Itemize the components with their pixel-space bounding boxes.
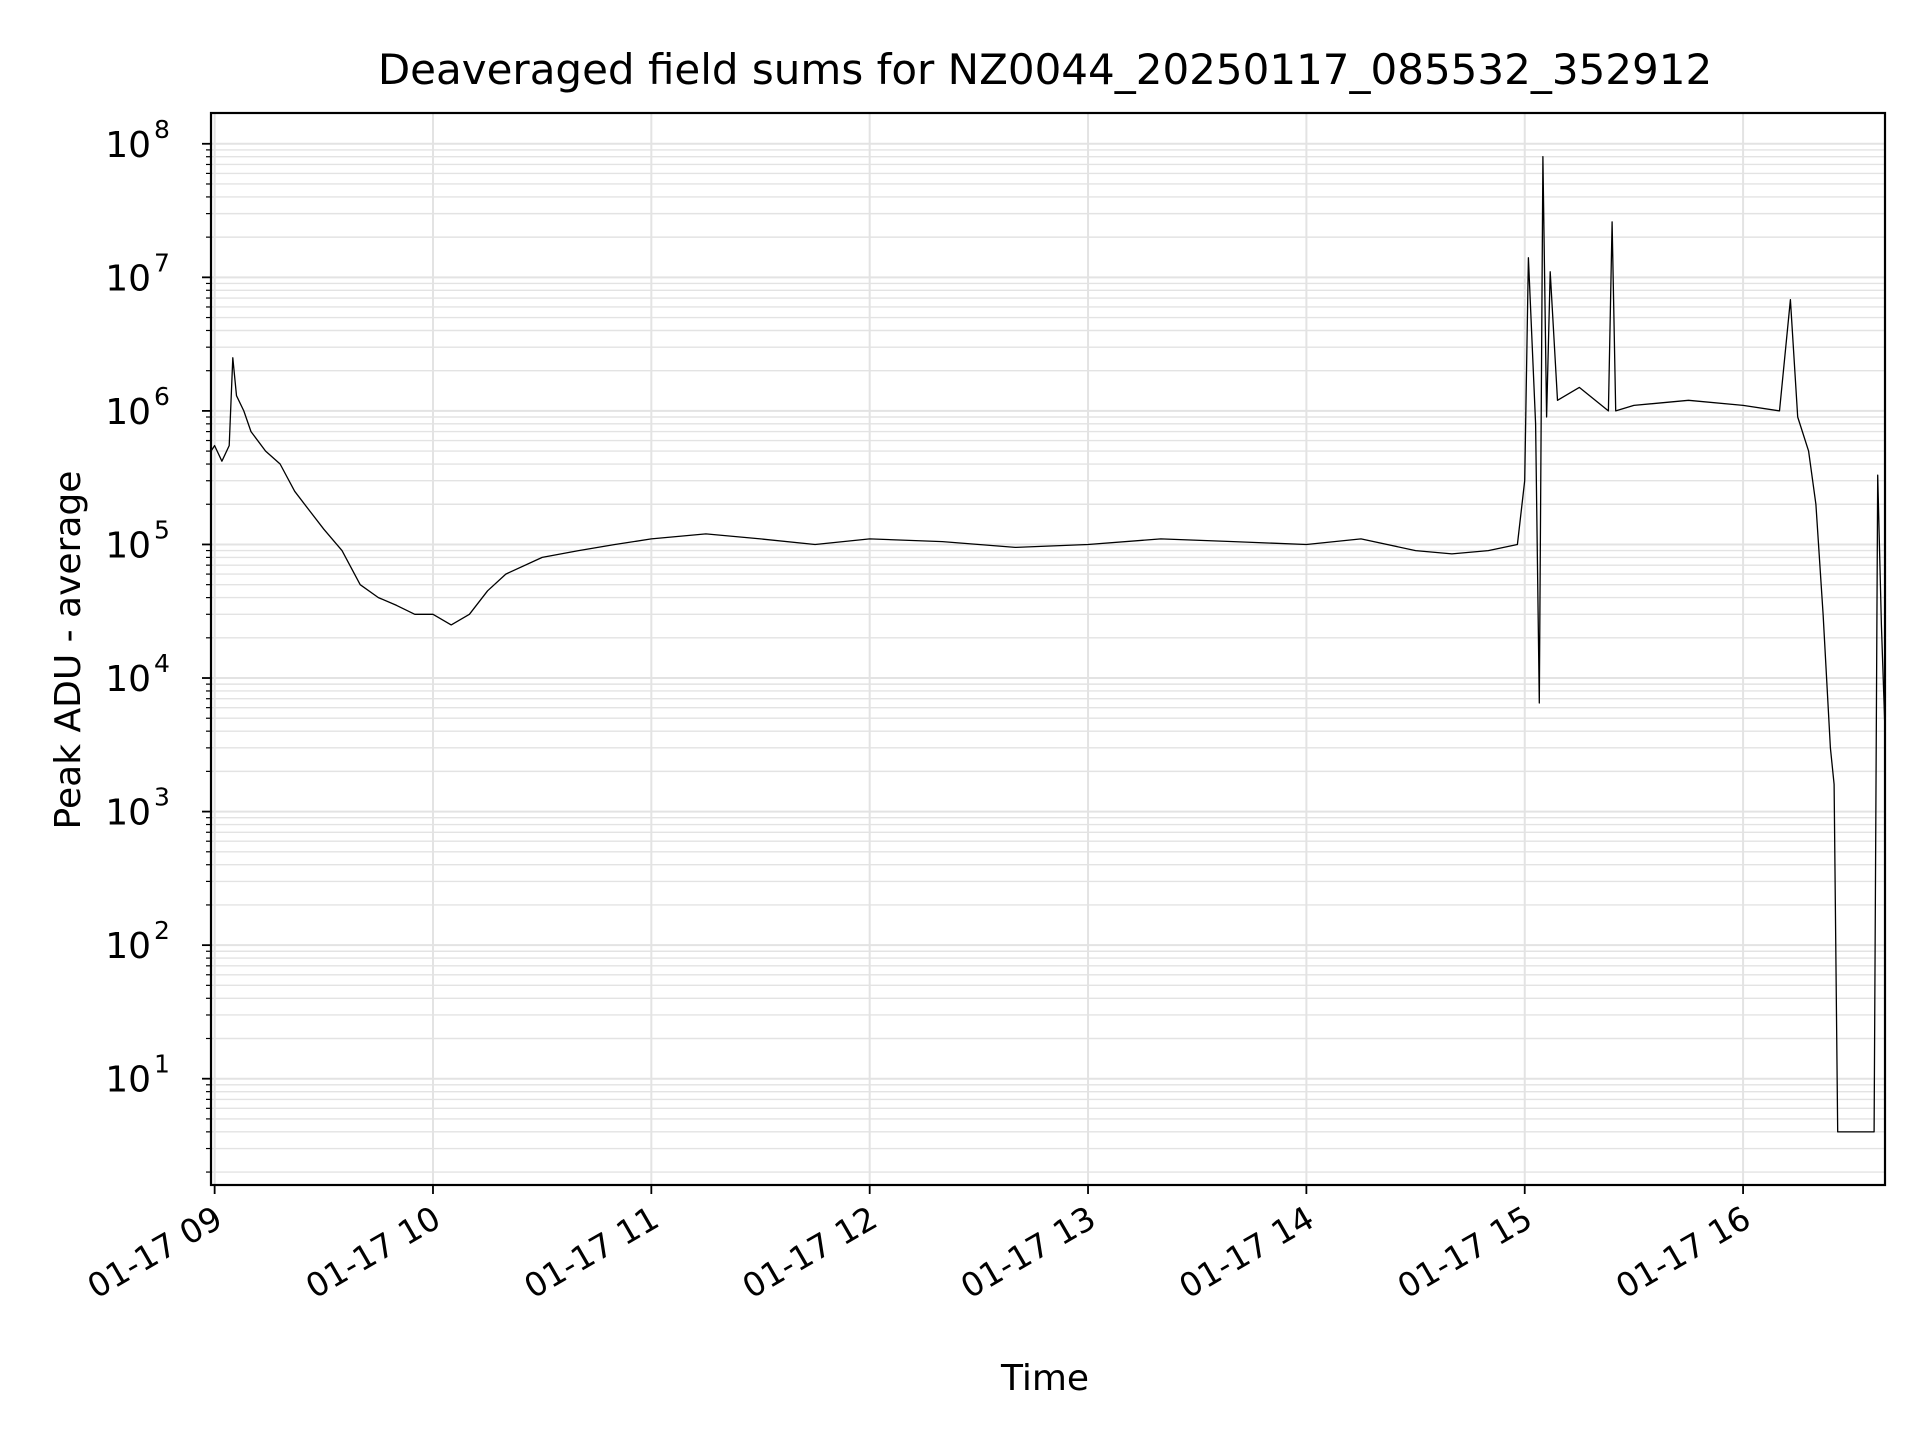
y-tick-exponent: 4 [154, 649, 170, 678]
plot-frame [209, 111, 1887, 1187]
y-tick-label: 10 [105, 1060, 151, 1101]
y-tick-label: 10 [105, 659, 151, 700]
y-tick-label: 10 [105, 392, 151, 433]
y-tick-exponent: 5 [154, 515, 170, 544]
y-tick-exponent: 6 [154, 382, 170, 411]
chart-title: Deaveraged field sums for NZ0044_2025011… [378, 45, 1712, 94]
y-tick-label: 10 [105, 125, 151, 166]
y-tick-exponent: 2 [154, 916, 170, 945]
x-axis-label: Time [1000, 1358, 1089, 1399]
y-tick-label: 10 [105, 793, 151, 834]
series-line [210, 156, 1886, 1133]
y-tick-exponent: 1 [154, 1050, 170, 1079]
grid [211, 113, 1885, 1185]
y-tick-label: 10 [105, 926, 151, 967]
y-axis-label: Peak ADU - average [48, 471, 89, 830]
y-tick-label: 10 [105, 525, 151, 566]
y-tick-exponent: 7 [154, 248, 170, 277]
y-tick-exponent: 3 [154, 783, 170, 812]
y-tick-label: 10 [105, 258, 151, 299]
y-tick-exponent: 8 [154, 115, 170, 144]
